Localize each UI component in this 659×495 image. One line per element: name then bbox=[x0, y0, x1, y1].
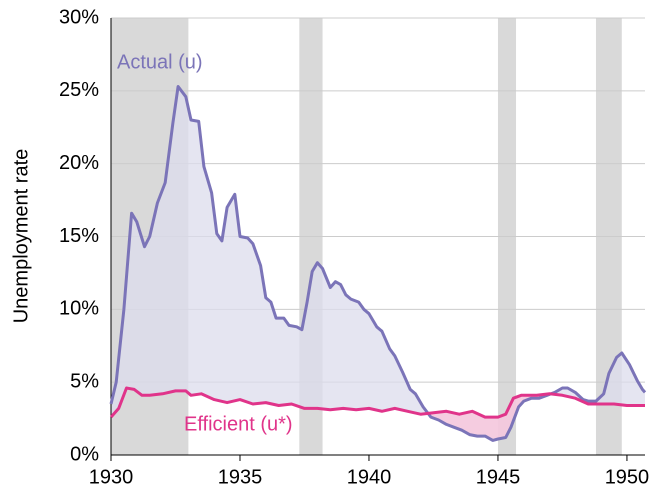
x-tick-label: 1950 bbox=[605, 466, 650, 488]
series-line bbox=[109, 386, 645, 419]
y-tick-label: 25% bbox=[59, 79, 99, 101]
y-tick-label: 0% bbox=[70, 443, 99, 465]
gap-fill bbox=[111, 86, 645, 418]
x-tick-label: 1945 bbox=[476, 466, 521, 488]
y-tick-label: 20% bbox=[59, 152, 99, 174]
x-tick-label: 1930 bbox=[89, 466, 134, 488]
x-tick-label: 1940 bbox=[347, 466, 392, 488]
series-line bbox=[109, 85, 647, 442]
x-tick-label: 1935 bbox=[218, 466, 263, 488]
y-tick-label: 15% bbox=[59, 225, 99, 247]
y-axis-label: Unemployment rate bbox=[10, 149, 32, 324]
series-label: Actual (u) bbox=[117, 51, 203, 73]
y-tick-label: 30% bbox=[59, 6, 99, 28]
y-tick-label: 5% bbox=[70, 370, 99, 392]
y-tick-label: 10% bbox=[59, 298, 99, 320]
series-label: Efficient (u*) bbox=[184, 413, 293, 435]
